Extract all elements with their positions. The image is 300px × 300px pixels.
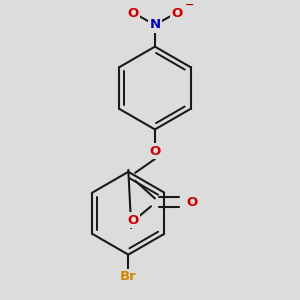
- Text: O: O: [187, 196, 198, 209]
- Text: O: O: [128, 214, 139, 226]
- Text: O: O: [171, 7, 182, 20]
- Text: −: −: [185, 0, 194, 10]
- Text: O: O: [149, 145, 161, 158]
- Text: Br: Br: [120, 270, 137, 283]
- Text: O: O: [128, 7, 139, 20]
- Text: N: N: [149, 18, 161, 32]
